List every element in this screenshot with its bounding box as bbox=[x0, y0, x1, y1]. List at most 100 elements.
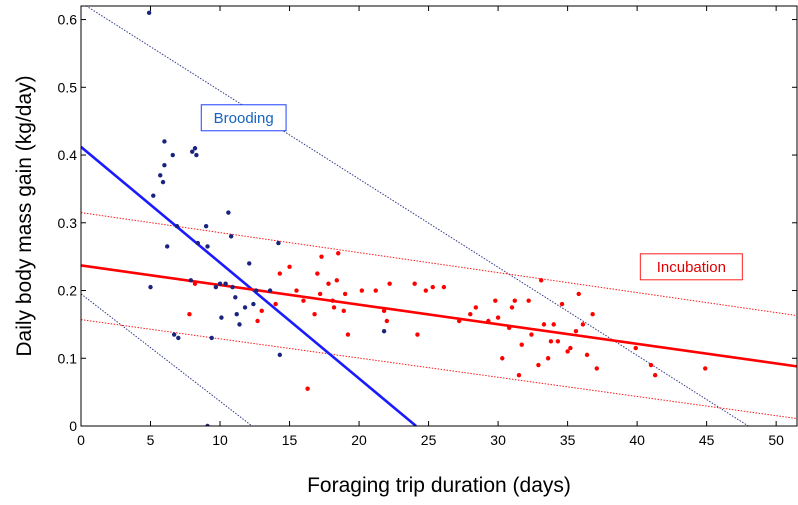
incubation-point bbox=[509, 305, 515, 310]
brooding-point bbox=[234, 312, 239, 317]
incubation-point bbox=[500, 356, 505, 361]
brooding-point bbox=[176, 335, 181, 341]
incubation-point bbox=[633, 345, 638, 351]
incubation-point bbox=[529, 332, 534, 337]
brooding-point bbox=[230, 284, 235, 290]
incubation-point bbox=[317, 291, 323, 297]
incubation-point bbox=[373, 288, 378, 293]
incubation-point bbox=[294, 288, 299, 293]
brooding-point bbox=[203, 223, 209, 229]
x-axis-title: Foraging trip duration (days) bbox=[307, 474, 571, 497]
incubation-point bbox=[312, 312, 317, 317]
brooding-point bbox=[233, 295, 238, 300]
incubation-point bbox=[559, 301, 565, 307]
brooding-point bbox=[237, 322, 242, 327]
y-tick-label: 0.4 bbox=[58, 147, 78, 163]
brooding-point bbox=[171, 332, 177, 337]
incubation-point bbox=[319, 254, 324, 259]
incubation-point bbox=[359, 288, 365, 293]
brooding-point bbox=[251, 301, 256, 307]
x-tick-label: 30 bbox=[490, 432, 506, 448]
brooding-point bbox=[146, 10, 152, 15]
x-tick-label: 15 bbox=[282, 432, 298, 448]
brooding-point bbox=[160, 179, 166, 185]
plot-area bbox=[81, 6, 797, 426]
incubation-point bbox=[277, 271, 283, 276]
brooding-point bbox=[188, 278, 194, 283]
incubation-point bbox=[412, 281, 417, 286]
incubation-point bbox=[473, 305, 479, 310]
brooding-point bbox=[228, 234, 234, 239]
incubation-point bbox=[573, 328, 579, 334]
incubation-point bbox=[259, 308, 264, 314]
x-axis: 0 5 10 15 20 25 30 35 40 45 50 bbox=[77, 6, 784, 448]
incubation-point bbox=[334, 278, 340, 283]
incubation-point bbox=[538, 278, 544, 283]
incubation-point bbox=[305, 386, 310, 391]
incubation-point bbox=[192, 281, 198, 286]
brooding-point bbox=[209, 335, 214, 341]
x-tick-label: 35 bbox=[560, 432, 576, 448]
brooding-point bbox=[213, 284, 219, 290]
annotations: Brooding Incubation bbox=[200, 104, 743, 281]
incubation-point bbox=[415, 332, 420, 337]
incubation-point bbox=[507, 325, 512, 330]
incubation-point bbox=[387, 281, 392, 286]
brooding-point bbox=[162, 139, 167, 144]
incubation-point bbox=[336, 251, 341, 256]
brooding-point bbox=[164, 244, 170, 249]
incubation-point bbox=[648, 362, 654, 368]
brooding-point bbox=[174, 223, 180, 229]
brooding-point bbox=[219, 315, 224, 320]
incubation-point bbox=[345, 332, 351, 337]
incubation-point bbox=[565, 349, 570, 354]
incubation-point bbox=[273, 301, 278, 307]
brooding-point bbox=[194, 152, 199, 158]
y-tick-label: 0.6 bbox=[58, 12, 78, 28]
incubation-point bbox=[580, 322, 586, 327]
brooding-point bbox=[217, 281, 223, 286]
incubation-point bbox=[526, 298, 531, 303]
incubation-point bbox=[516, 372, 522, 378]
brooding-point bbox=[151, 193, 156, 198]
incubation-point bbox=[255, 318, 260, 324]
brooding-point bbox=[205, 244, 210, 249]
incubation-point bbox=[381, 308, 387, 314]
y-tick-label: 0.2 bbox=[58, 283, 78, 299]
incubation-point bbox=[384, 318, 390, 324]
incubation-point bbox=[576, 291, 581, 297]
incubation-point bbox=[548, 339, 554, 344]
incubation-point bbox=[315, 271, 320, 276]
annotation-box bbox=[639, 253, 743, 281]
incubation-point bbox=[326, 281, 331, 286]
incubation-point bbox=[594, 366, 599, 371]
incubation-point bbox=[536, 362, 541, 368]
incubation-fit-line bbox=[81, 264, 797, 368]
plot-frame bbox=[80, 5, 798, 427]
brooding-fit-line bbox=[81, 145, 417, 426]
y-tick-label: 0.3 bbox=[58, 215, 78, 231]
incubation-point bbox=[331, 305, 337, 310]
y-tick-label: 0.5 bbox=[58, 79, 78, 95]
brooding-point bbox=[247, 261, 252, 266]
incubation-point bbox=[551, 322, 556, 327]
incubation-ci-lower-line bbox=[81, 319, 797, 420]
incubation-point bbox=[555, 339, 561, 344]
incubation-point bbox=[493, 298, 498, 303]
brooding-point bbox=[226, 210, 231, 215]
annotation-label: Brooding bbox=[214, 110, 274, 127]
brooding-point bbox=[195, 240, 200, 246]
incubation-point bbox=[441, 284, 447, 290]
x-tick-label: 20 bbox=[351, 432, 367, 448]
y-tick-label: 0 bbox=[69, 418, 77, 434]
incubation-point bbox=[545, 356, 551, 361]
annotation-box bbox=[200, 104, 287, 132]
x-tick-label: 25 bbox=[421, 432, 437, 448]
brooding-point bbox=[170, 152, 175, 158]
incubation-point bbox=[430, 284, 435, 290]
incubation-point bbox=[486, 318, 491, 324]
incubation-point bbox=[423, 288, 428, 293]
brooding-point bbox=[148, 284, 153, 290]
plot-points bbox=[146, 10, 708, 426]
incubation-ci-upper-line bbox=[81, 212, 797, 317]
